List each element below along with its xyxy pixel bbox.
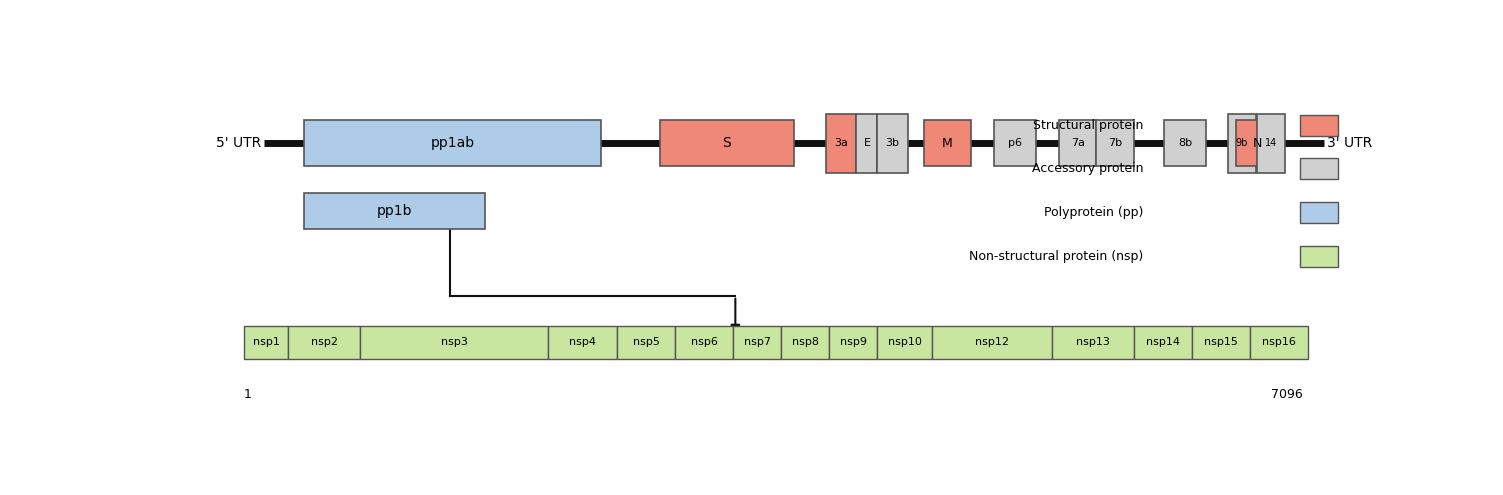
Text: p6: p6 xyxy=(1009,138,1022,148)
Text: nsp12: nsp12 xyxy=(975,338,1009,347)
FancyBboxPatch shape xyxy=(304,193,485,229)
FancyBboxPatch shape xyxy=(733,326,782,358)
Text: 7b: 7b xyxy=(1108,138,1123,148)
FancyBboxPatch shape xyxy=(549,326,616,358)
Text: Structural protein: Structural protein xyxy=(1033,119,1144,132)
Text: 5' UTR: 5' UTR xyxy=(216,136,262,150)
Text: E: E xyxy=(863,138,870,148)
Text: 7a: 7a xyxy=(1070,138,1085,148)
FancyBboxPatch shape xyxy=(1250,326,1309,358)
Text: nsp5: nsp5 xyxy=(633,338,660,347)
FancyBboxPatch shape xyxy=(993,120,1036,166)
Text: Polyprotein (pp): Polyprotein (pp) xyxy=(1043,206,1144,219)
FancyBboxPatch shape xyxy=(782,326,830,358)
Text: nsp3: nsp3 xyxy=(440,338,467,347)
Text: pp1ab: pp1ab xyxy=(431,136,475,150)
Text: 8b: 8b xyxy=(1178,138,1192,148)
FancyBboxPatch shape xyxy=(243,326,289,358)
Text: 3b: 3b xyxy=(885,138,900,148)
FancyBboxPatch shape xyxy=(924,120,971,166)
FancyBboxPatch shape xyxy=(675,326,733,358)
Text: 3a: 3a xyxy=(834,138,848,148)
Text: Accessory protein: Accessory protein xyxy=(1031,162,1144,176)
FancyBboxPatch shape xyxy=(304,120,601,166)
FancyBboxPatch shape xyxy=(361,326,549,358)
FancyBboxPatch shape xyxy=(827,113,857,173)
FancyBboxPatch shape xyxy=(932,326,1052,358)
FancyBboxPatch shape xyxy=(1192,326,1250,358)
Text: nsp8: nsp8 xyxy=(792,338,819,347)
Text: 7096: 7096 xyxy=(1272,388,1303,401)
Text: nsp2: nsp2 xyxy=(311,338,338,347)
Text: nsp14: nsp14 xyxy=(1145,338,1180,347)
Text: M: M xyxy=(942,137,953,150)
FancyBboxPatch shape xyxy=(1300,115,1338,136)
Text: N: N xyxy=(1252,137,1263,150)
FancyBboxPatch shape xyxy=(878,326,932,358)
FancyBboxPatch shape xyxy=(1235,120,1278,166)
Text: nsp7: nsp7 xyxy=(744,338,771,347)
Text: nsp16: nsp16 xyxy=(1263,338,1296,347)
FancyBboxPatch shape xyxy=(1257,113,1285,173)
Text: nsp15: nsp15 xyxy=(1204,338,1238,347)
FancyBboxPatch shape xyxy=(1228,113,1257,173)
Text: nsp13: nsp13 xyxy=(1076,338,1109,347)
Text: nsp4: nsp4 xyxy=(570,338,597,347)
FancyBboxPatch shape xyxy=(289,326,361,358)
FancyBboxPatch shape xyxy=(878,113,908,173)
FancyBboxPatch shape xyxy=(1300,158,1338,180)
Text: 9b: 9b xyxy=(1235,138,1247,148)
Text: nsp6: nsp6 xyxy=(691,338,717,347)
Text: nsp10: nsp10 xyxy=(888,338,921,347)
FancyBboxPatch shape xyxy=(1052,326,1133,358)
Text: 1: 1 xyxy=(243,388,251,401)
FancyBboxPatch shape xyxy=(1300,246,1338,267)
Text: nsp1: nsp1 xyxy=(253,338,280,347)
FancyBboxPatch shape xyxy=(660,120,794,166)
Text: Non-structural protein (nsp): Non-structural protein (nsp) xyxy=(969,250,1144,263)
FancyBboxPatch shape xyxy=(1097,120,1133,166)
FancyBboxPatch shape xyxy=(616,326,675,358)
Text: S: S xyxy=(723,136,730,150)
FancyBboxPatch shape xyxy=(1133,326,1192,358)
Text: nsp9: nsp9 xyxy=(840,338,867,347)
Text: 3' UTR: 3' UTR xyxy=(1327,136,1372,150)
FancyBboxPatch shape xyxy=(830,326,878,358)
Text: 14: 14 xyxy=(1266,138,1278,148)
Text: pp1b: pp1b xyxy=(377,204,412,218)
FancyBboxPatch shape xyxy=(1300,202,1338,223)
FancyBboxPatch shape xyxy=(1060,120,1097,166)
FancyBboxPatch shape xyxy=(1163,120,1205,166)
FancyBboxPatch shape xyxy=(857,113,878,173)
